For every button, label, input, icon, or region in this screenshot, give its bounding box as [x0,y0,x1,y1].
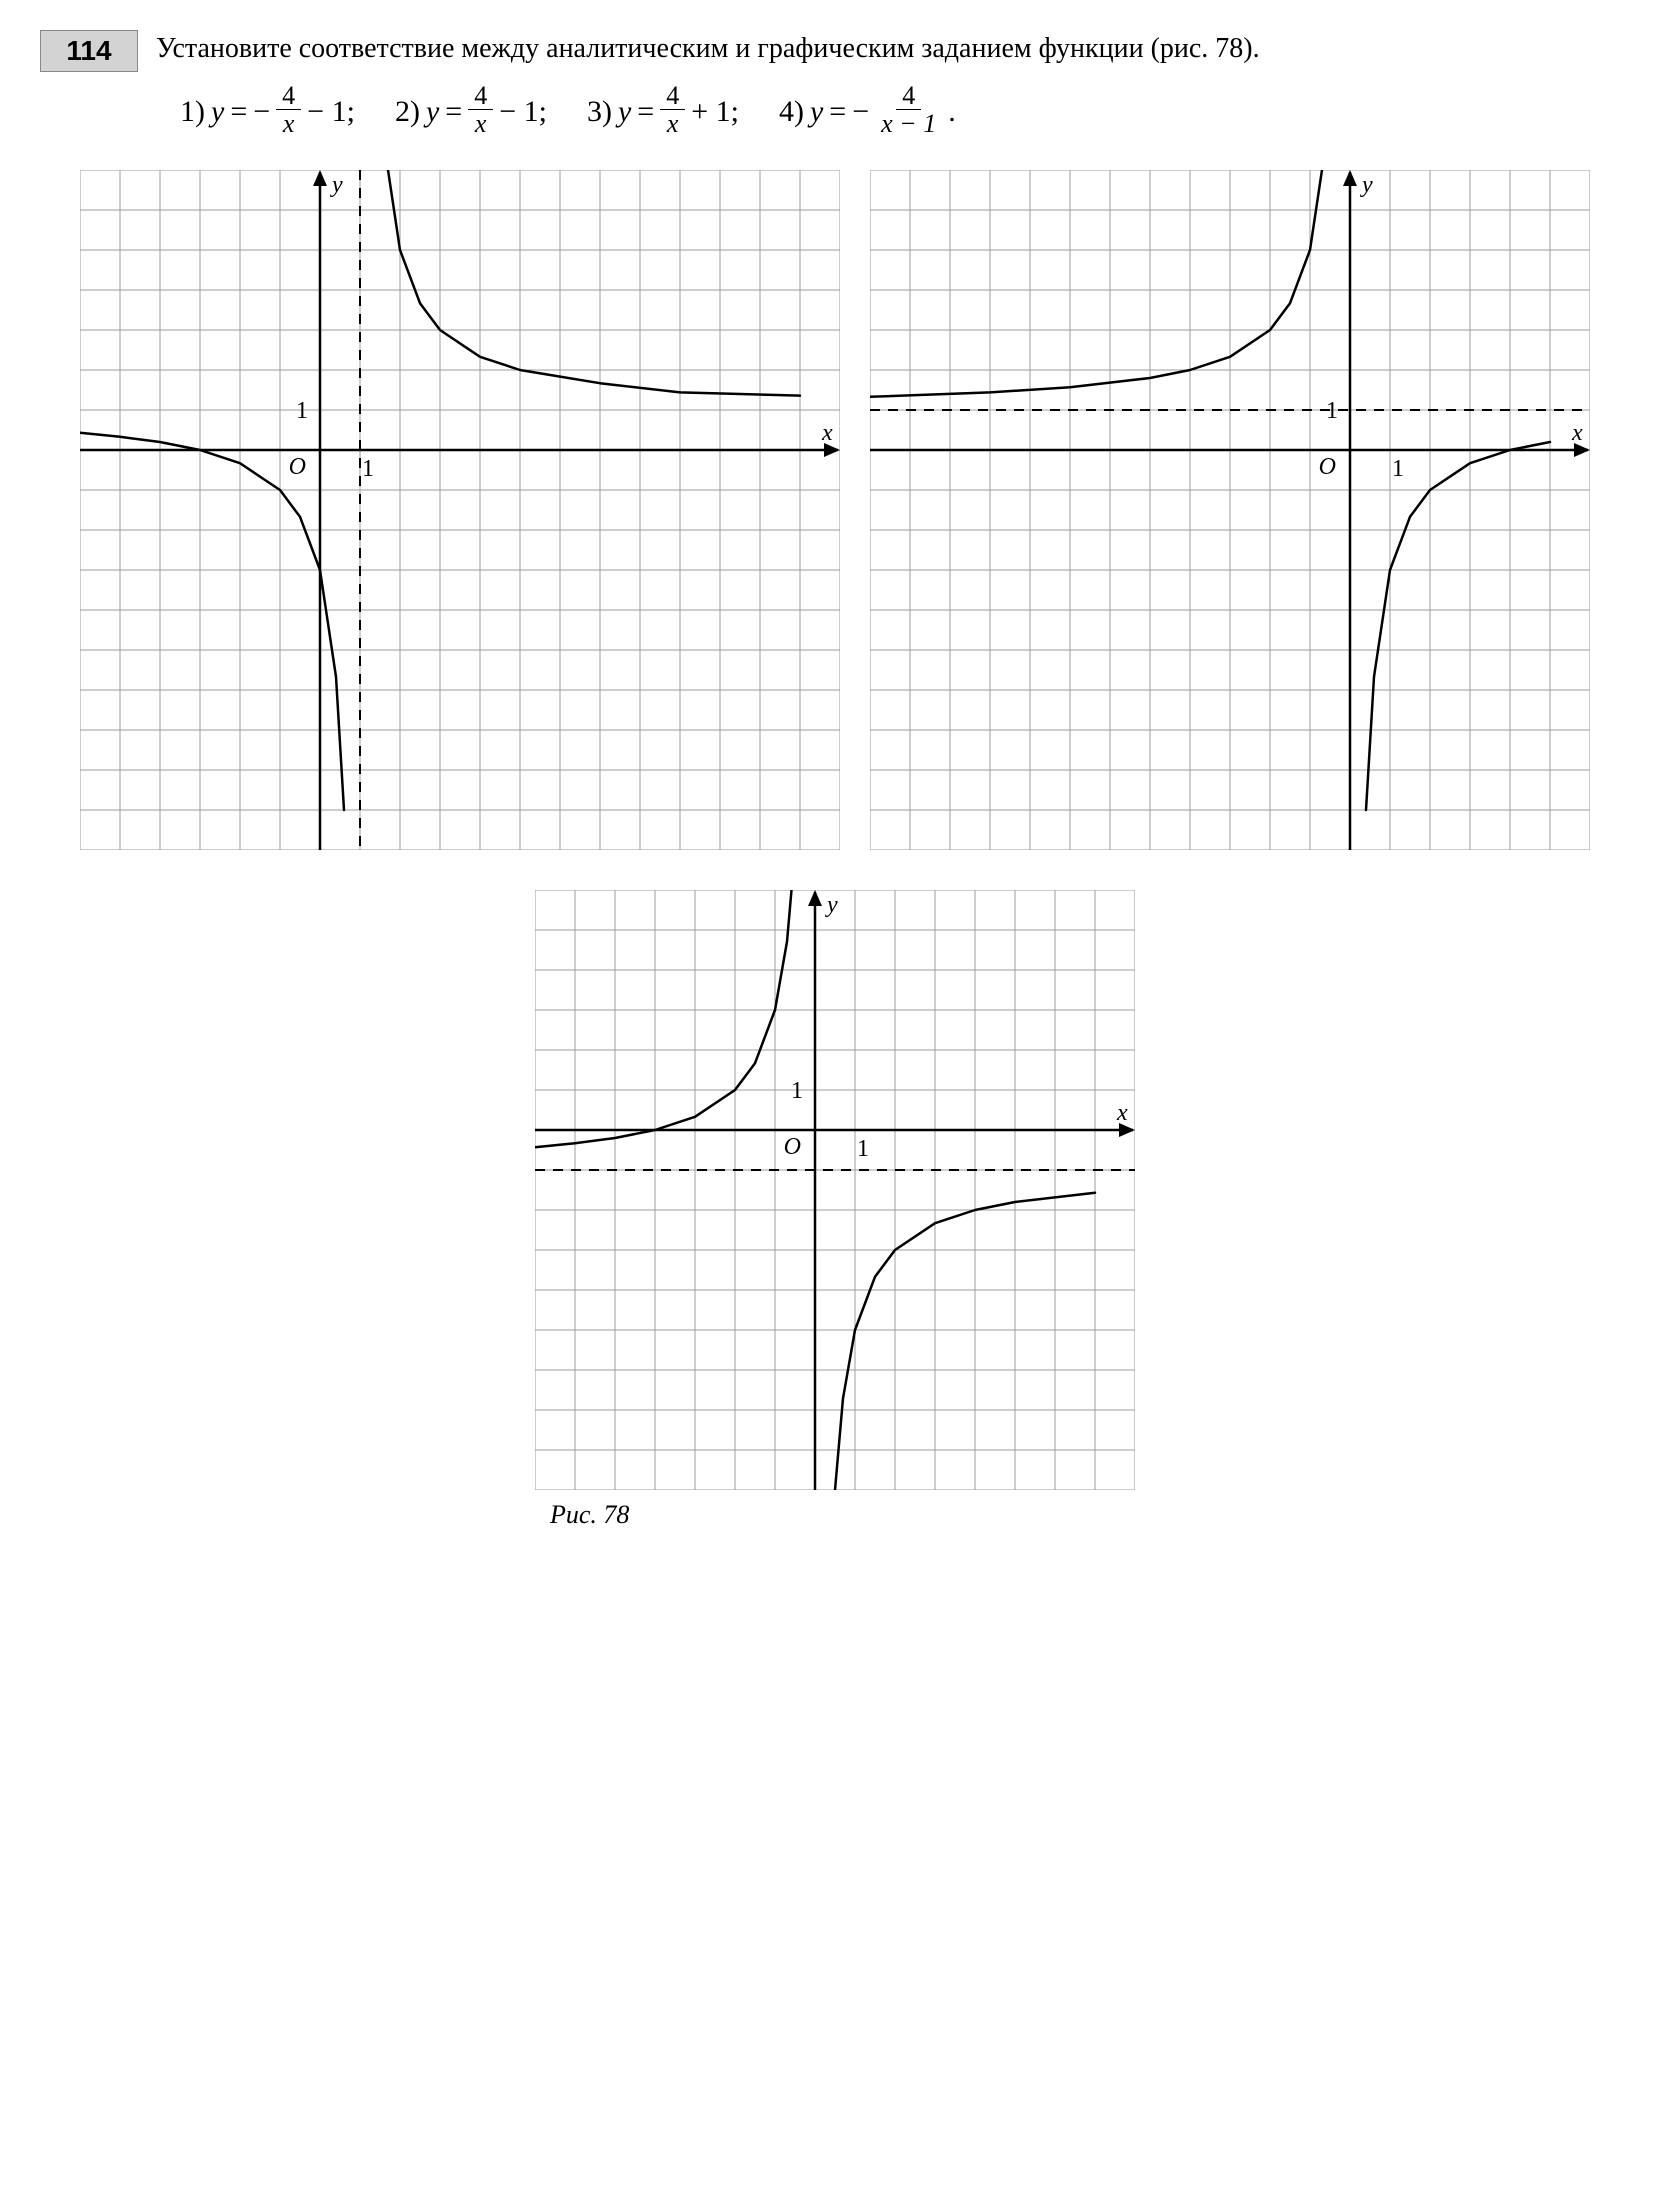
graph-top-right: O 1 1 x y [870,170,1590,850]
svg-text:x: x [821,420,833,446]
formula-2: 2) y = 4x − 1; [395,84,547,140]
figure-caption: Рис. 78 [540,1500,1130,1530]
problem-number-badge: 114 [40,30,138,72]
svg-text:1: 1 [1392,456,1404,482]
svg-text:1: 1 [1326,398,1338,424]
svg-text:y: y [1360,172,1373,198]
formulas-row: 1) y = − 4x − 1; 2) y = 4x − 1; 3) y = 4… [180,84,1630,140]
svg-text:O: O [289,454,306,480]
graph-top-left: O 1 1 x y [80,170,840,850]
svg-text:O: O [1319,454,1336,480]
graph-bottom: O 1 1 x y [535,890,1135,1490]
svg-text:y: y [825,892,838,918]
svg-text:1: 1 [791,1078,803,1104]
svg-text:y: y [330,172,343,198]
svg-text:1: 1 [296,398,308,424]
svg-text:x: x [1571,420,1583,446]
formula-4: 4) y = − 4x − 1 . [779,84,956,140]
svg-text:x: x [1116,1100,1128,1126]
svg-text:1: 1 [857,1136,869,1162]
svg-text:1: 1 [362,456,374,482]
formula-3: 3) y = 4x + 1; [587,84,739,140]
formula-1: 1) y = − 4x − 1; [180,84,355,140]
svg-text:O: O [784,1134,801,1160]
problem-text: Установите соответствие между аналитичес… [156,30,1260,68]
